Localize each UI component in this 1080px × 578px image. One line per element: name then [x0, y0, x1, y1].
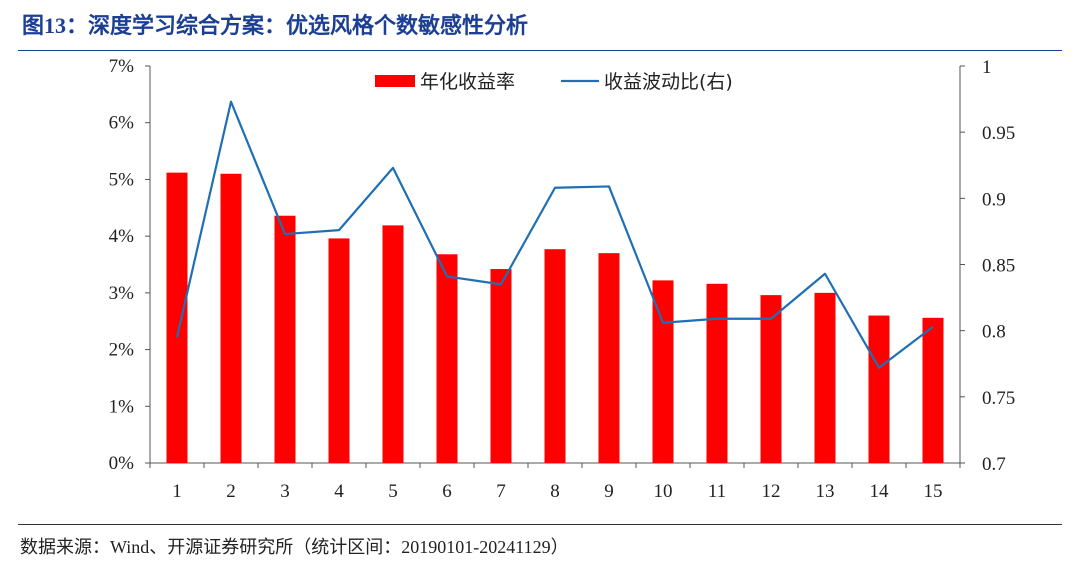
bars	[166, 172, 944, 463]
bar	[868, 315, 890, 463]
x-tick-label: 11	[708, 481, 726, 502]
legend-label-line: 收益波动比(右)	[604, 71, 733, 93]
source-note: 数据来源：Wind、开源证券研究所（统计区间：20190101-20241129…	[20, 537, 569, 557]
left-tick-label: 2%	[109, 340, 135, 361]
left-tick-label: 0%	[109, 453, 135, 474]
x-tick-label: 1	[172, 481, 182, 502]
x-tick-label: 2	[226, 481, 236, 502]
x-tick-label: 3	[280, 481, 290, 502]
bar	[166, 172, 188, 463]
legend: 年化收益率 收益波动比(右)	[375, 71, 733, 93]
bar	[922, 317, 944, 463]
x-tick-label: 5	[388, 481, 398, 502]
right-tick-label: 0.95	[982, 123, 1015, 144]
bar	[652, 280, 674, 463]
left-tick-label: 5%	[109, 169, 135, 190]
legend-swatch-bar	[375, 75, 415, 87]
bar	[436, 254, 458, 463]
bar	[274, 215, 296, 463]
ratio-line-path	[175, 100, 934, 369]
right-tick-label: 0.9	[982, 189, 1006, 210]
x-tick-label: 6	[442, 481, 452, 502]
x-tick-label: 4	[334, 481, 344, 502]
bar	[598, 253, 620, 463]
right-tick-label: 0.85	[982, 256, 1015, 277]
left-tick-label: 6%	[109, 113, 135, 134]
left-tick-label: 7%	[109, 56, 135, 77]
right-tick-label: 0.8	[982, 322, 1006, 343]
right-tick-label: 0.75	[982, 388, 1015, 409]
bar	[544, 249, 566, 463]
ratio-line	[175, 100, 934, 369]
left-tick-label: 1%	[109, 396, 135, 417]
bar	[328, 238, 350, 463]
x-tick-label: 8	[550, 481, 560, 502]
left-tick-label: 4%	[109, 226, 135, 247]
x-tick-label: 15	[924, 481, 943, 502]
bar	[490, 269, 512, 463]
right-tick-label: 1	[982, 57, 992, 78]
x-tick-label: 14	[870, 481, 890, 502]
right-tick-label: 0.7	[982, 454, 1006, 475]
left-tick-label: 3%	[109, 283, 135, 304]
legend-label-bar: 年化收益率	[420, 71, 515, 93]
x-tick-label: 12	[762, 481, 781, 502]
title-rule	[18, 50, 1062, 51]
x-tick-label: 13	[816, 481, 835, 502]
bar	[382, 225, 404, 463]
bar	[706, 283, 728, 463]
x-tick-label: 9	[604, 481, 614, 502]
bar	[760, 295, 782, 463]
figure-title: 图13：深度学习综合方案：优选风格个数敏感性分析	[22, 13, 529, 38]
x-tick-label: 10	[654, 481, 673, 502]
bar	[814, 292, 836, 463]
x-tick-label: 7	[496, 481, 506, 502]
source-rule	[18, 524, 1062, 525]
bar	[220, 173, 242, 463]
